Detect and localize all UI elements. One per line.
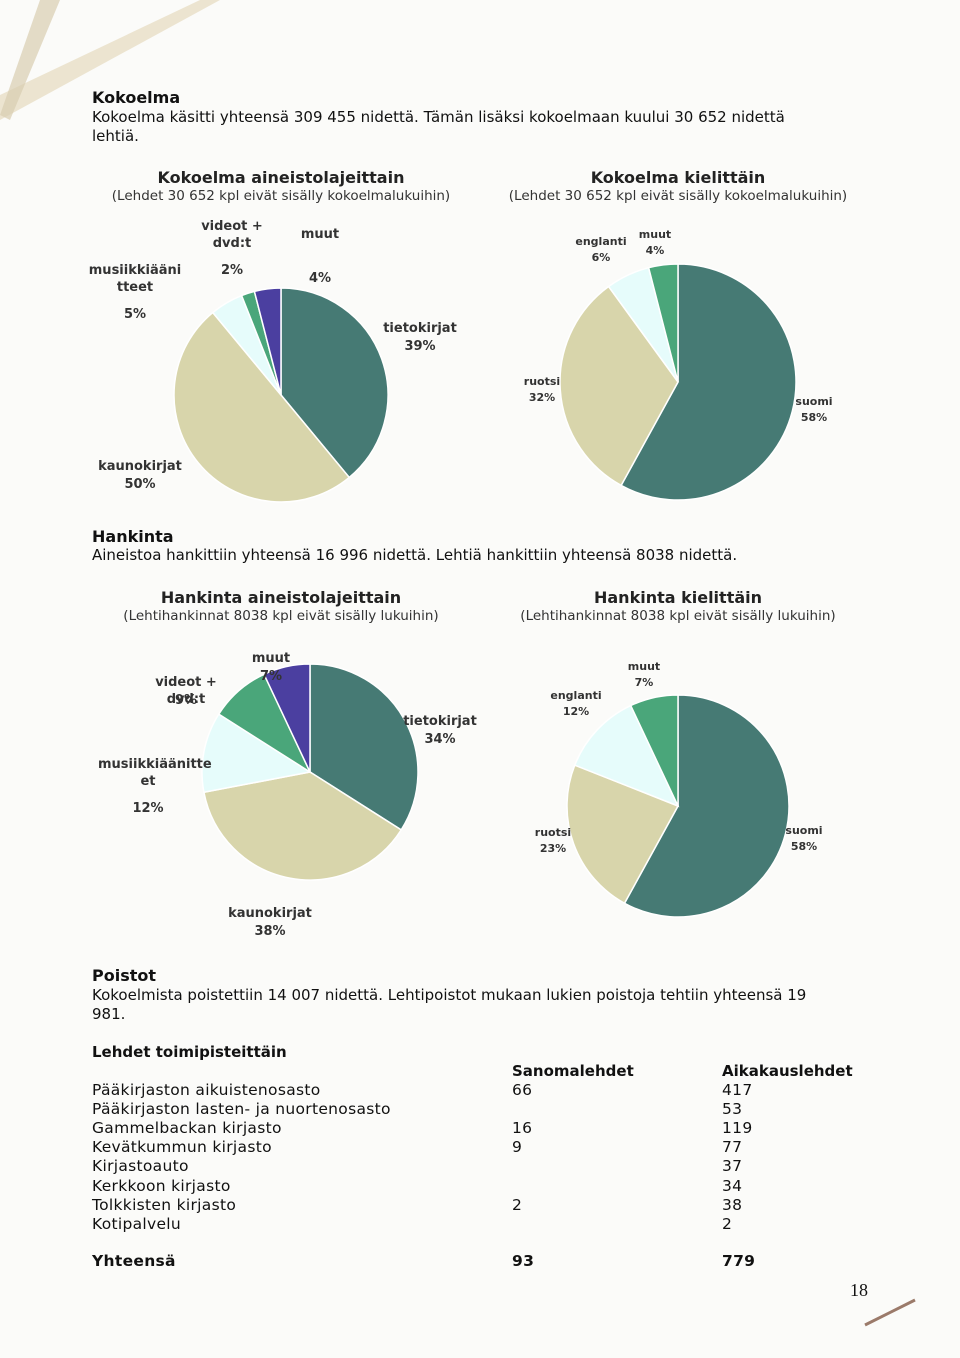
heading: Kokoelma [92, 88, 181, 107]
slice-value: 2% [220, 263, 244, 278]
slice-value: 5% [123, 307, 147, 322]
slice-value: 58% [790, 840, 818, 853]
slice-label: musiikkiääni tteet [88, 263, 182, 295]
table-cell: 77 [722, 1138, 743, 1157]
chart-title: Kokoelma kielittäin [590, 168, 766, 187]
table-cell: Kerkkoon kirjasto [92, 1176, 231, 1195]
table-cell: 16 [512, 1119, 533, 1138]
table-cell: 2 [722, 1214, 733, 1233]
paragraph: Kokoelma käsitti yhteensä 309 455 nidett… [92, 108, 785, 145]
table-cell: 779 [722, 1252, 756, 1270]
chart-subtitle: (Lehtihankinnat 8038 kpl eivät sisälly l… [123, 608, 439, 624]
slice-value: 6% [591, 251, 611, 264]
slice-value: 58% [800, 411, 828, 424]
slice-value: 4% [308, 271, 332, 286]
pie-slice [620, 263, 797, 501]
slice-label: muut [300, 227, 340, 242]
column-header: Aikakauslehdet [722, 1062, 853, 1080]
table-cell: 53 [722, 1100, 743, 1119]
table-cell: 93 [512, 1252, 535, 1270]
pie-slice [629, 694, 679, 807]
slice-value: 50% [124, 477, 156, 492]
table-cell: 34 [722, 1176, 743, 1195]
slice-label: tietokirjat [383, 321, 457, 336]
slice-value: 7% [259, 669, 283, 684]
column-header: Sanomalehdet [512, 1062, 634, 1080]
table-cell: Kirjastoauto [92, 1157, 189, 1176]
table-cell: Gammelbackan kirjasto [92, 1119, 282, 1138]
slice-label: englanti [575, 235, 627, 248]
slice-label: videot + dvd:t [201, 219, 263, 251]
pie-slice [203, 771, 403, 881]
table-heading: Lehdet toimipisteittäin [92, 1043, 287, 1061]
slice-value: 23% [539, 842, 567, 855]
table-cell: Kevätkummun kirjasto [92, 1138, 272, 1157]
slice-label: kaunokirjat [228, 906, 312, 921]
slice-value: 9% [174, 693, 198, 708]
paragraph: Kokoelmista poistettiin 14 007 nidettä. … [92, 986, 807, 1023]
slice-label: videot + dvd:t [155, 675, 217, 707]
table-cell: Pääkirjaston lasten- ja nuortenosasto [92, 1100, 391, 1119]
pie-slice [566, 764, 680, 905]
slice-label: tietokirjat [403, 714, 477, 729]
chart-subtitle: (Lehdet 30 652 kpl eivät sisälly kokoelm… [111, 188, 451, 204]
table-cell: 119 [722, 1119, 753, 1138]
pie-slice [573, 704, 680, 808]
slice-value: 7% [634, 676, 654, 689]
table-cell: Pääkirjaston aikuistenosasto [92, 1081, 321, 1099]
chart-subtitle: (Lehtihankinnat 8038 kpl eivät sisälly l… [520, 608, 836, 624]
table-cell: 66 [512, 1081, 533, 1099]
page-number: 18 [850, 1280, 868, 1300]
slice-label: englanti [550, 689, 602, 702]
slice-label: ruotsi [534, 826, 572, 839]
table-cell: 37 [722, 1157, 743, 1176]
slice-label: muut [638, 228, 672, 241]
slice-value: 39% [404, 339, 436, 354]
slice-value: 32% [528, 391, 556, 404]
table-cell: 38 [722, 1195, 743, 1214]
slice-value: 34% [424, 732, 456, 747]
chart-title: Kokoelma aineistolajeittain [157, 168, 405, 187]
slice-label: kaunokirjat [98, 459, 182, 474]
heading: Poistot [92, 966, 157, 985]
chart-title: Hankinta aineistolajeittain [160, 588, 402, 607]
slice-value: 12% [132, 801, 164, 816]
slice-label: muut [627, 660, 661, 673]
paragraph: Aineistoa hankittiin yhteensä 16 996 nid… [92, 546, 738, 564]
table-cell: Tolkkisten kirjasto [92, 1195, 237, 1214]
pie-slice [647, 263, 679, 383]
table-cell: 9 [512, 1138, 523, 1157]
table-cell: 417 [722, 1081, 753, 1099]
table-cell: Yhteensä [92, 1252, 176, 1270]
table-cell: Kotipalvelu [92, 1214, 182, 1233]
slice-value: 38% [254, 924, 286, 939]
slice-label: suomi [795, 395, 833, 408]
slice-label: suomi [785, 824, 823, 837]
slice-label: ruotsi [523, 375, 561, 388]
pie-slice [201, 713, 313, 794]
pie-slice [173, 311, 351, 503]
slice-value: 12% [562, 705, 590, 718]
heading: Hankinta [92, 527, 174, 546]
pie-slice [263, 663, 311, 773]
pie-slice [559, 285, 679, 487]
pie-slice [253, 287, 282, 396]
chart-subtitle: (Lehdet 30 652 kpl eivät sisälly kokoelm… [508, 188, 848, 204]
slice-label: muut [251, 651, 291, 666]
pie-slice [280, 287, 389, 479]
slice-label: musiikkiäänitte et [98, 757, 212, 789]
slice-value: 4% [645, 244, 665, 257]
table-cell: 2 [512, 1195, 523, 1214]
pie-slice [623, 694, 790, 918]
chart-title: Hankinta kielittäin [593, 588, 763, 607]
